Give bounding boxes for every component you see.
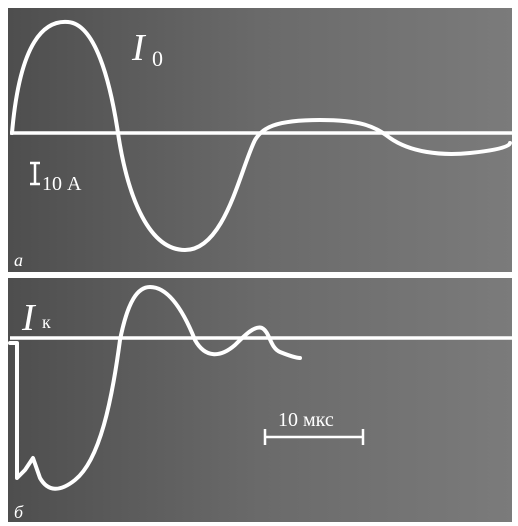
panel-a: 10 А I 0 а [8, 8, 512, 272]
panel-label: а [14, 250, 23, 270]
signal-subscript: к [42, 312, 51, 332]
signal-name: I [21, 297, 37, 339]
time-scale-label: 10 мкс [278, 409, 334, 431]
current-scale-label: 10 А [42, 173, 82, 195]
panel-background [8, 8, 512, 272]
panel-b: 10 мкс I к б [8, 278, 512, 522]
panel-label: б [14, 502, 24, 522]
signal-subscript: 0 [152, 46, 163, 71]
panel-background [8, 278, 512, 522]
oscillogram: 10 А I 0 а 10 мкс I к б [0, 0, 518, 526]
signal-name: I [131, 27, 147, 69]
